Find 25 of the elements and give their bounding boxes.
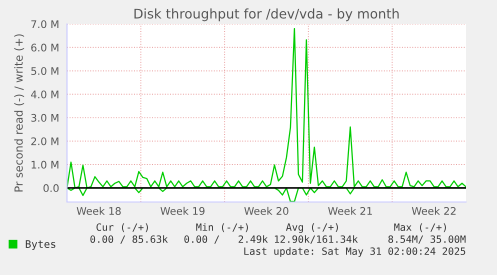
x-tick-label: Week 22 xyxy=(412,206,456,215)
y-tick-label: 6.0 M xyxy=(31,44,58,52)
y-tick-label: 0.0 xyxy=(43,184,59,192)
text: Min (-/+) xyxy=(196,223,248,232)
y-tick-label: 2.0 M xyxy=(31,137,58,146)
x-tick-label: Week 19 xyxy=(160,206,205,215)
y-tick-label: 1.0 M xyxy=(32,160,58,169)
text: 12.90k/161.34k xyxy=(274,235,358,244)
chart-title: Disk throughput for /dev/vda - by month xyxy=(134,8,399,22)
x-tick-label: Week 21 xyxy=(328,206,372,215)
y-tick-label: 3.0 M xyxy=(31,114,58,122)
text: Avg (-/+) xyxy=(286,223,338,233)
text: Cur (-/+) xyxy=(96,223,148,232)
y-tick-label: 7.0 M xyxy=(31,20,58,28)
y-tick-label: 4.0 M xyxy=(31,90,58,98)
text: Last update: Sat May 31 02:00:24 2025 xyxy=(244,247,466,257)
text: 0.00 / 2.49k xyxy=(184,235,268,244)
x-tick-label: Week 20 xyxy=(244,206,288,215)
y-axis-title: Pr second read (-) / write (+) xyxy=(14,34,24,192)
text: 8.54M/ 35.00M xyxy=(388,235,466,244)
x-tick-label: Week 18 xyxy=(76,206,121,215)
y-tick-label: 5.0 M xyxy=(31,67,58,75)
text: 0.00 / 85.63k xyxy=(90,235,168,244)
legend-label: Bytes xyxy=(26,240,56,250)
text: Max (-/+) xyxy=(394,223,446,232)
